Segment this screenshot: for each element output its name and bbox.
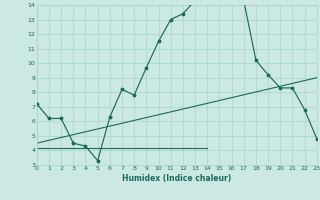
- X-axis label: Humidex (Indice chaleur): Humidex (Indice chaleur): [122, 174, 231, 183]
